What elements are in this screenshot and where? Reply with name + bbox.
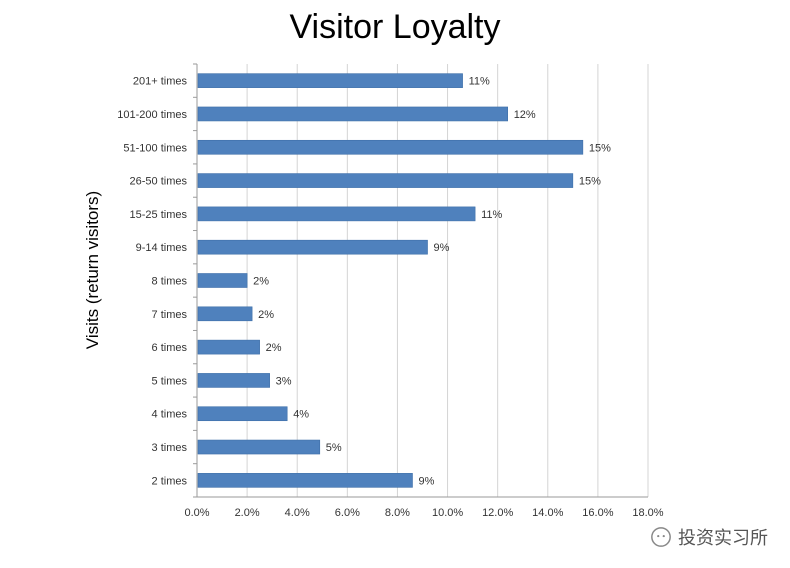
y-tick-label: 3 times xyxy=(152,442,188,454)
y-tick-label: 7 times xyxy=(152,309,188,321)
x-tick-label: 16.0% xyxy=(582,507,613,519)
bar xyxy=(197,106,508,122)
y-tick-label: 5 times xyxy=(152,375,188,387)
wechat-icon xyxy=(651,527,671,547)
data-label: 5% xyxy=(326,442,342,454)
y-tick-label: 8 times xyxy=(152,276,188,288)
x-tick-label: 4.0% xyxy=(285,507,310,519)
x-tick-label: 0.0% xyxy=(184,507,209,519)
x-tick-label: 14.0% xyxy=(532,507,563,519)
bars xyxy=(197,73,584,488)
bar xyxy=(197,173,574,188)
bar xyxy=(197,406,288,422)
data-label: 12% xyxy=(514,109,536,121)
y-tick-label: 9-14 times xyxy=(136,242,188,254)
y-tick-label: 51-100 times xyxy=(123,142,187,154)
y-tick-label: 26-50 times xyxy=(130,176,188,188)
labels: 0.0% 2.0% 4.0% 6.0% 8.0% 10.0% 12.0% 14.0% 16.0%… xyxy=(117,76,664,519)
x-tick-label: 12.0% xyxy=(482,507,513,519)
y-tick-label: 101-200 times xyxy=(117,109,187,121)
bar xyxy=(197,206,476,222)
x-tick-label: 6.0% xyxy=(335,507,360,519)
data-label: 9% xyxy=(418,475,434,487)
data-label: 15% xyxy=(589,142,611,154)
bar xyxy=(197,373,270,388)
data-label: 4% xyxy=(293,409,309,421)
data-label: 2% xyxy=(253,276,269,288)
x-tick-label: 18.0% xyxy=(632,507,663,519)
y-tick-label: 15-25 times xyxy=(130,209,188,221)
data-label: 2% xyxy=(266,342,282,354)
bar xyxy=(197,139,584,155)
x-tick-label: 10.0% xyxy=(432,507,463,519)
bar xyxy=(197,439,321,455)
data-label: 15% xyxy=(579,176,601,188)
bar xyxy=(197,273,248,288)
data-label: 9% xyxy=(434,242,450,254)
bar xyxy=(197,239,428,255)
watermark-text: 投资实习所 xyxy=(678,528,768,549)
y-tick-label: 201+ times xyxy=(133,76,188,88)
x-tick-label: 2.0% xyxy=(235,507,260,519)
data-label: 3% xyxy=(276,375,292,387)
data-label: 11% xyxy=(469,76,490,88)
y-tick-label: 4 times xyxy=(152,409,188,421)
bar xyxy=(197,339,260,355)
y-tick-label: 2 times xyxy=(152,475,188,487)
bar xyxy=(197,473,413,488)
bar xyxy=(197,306,253,322)
bar xyxy=(197,73,463,88)
data-label: 2% xyxy=(258,309,274,321)
y-tick-label: 6 times xyxy=(152,342,188,354)
x-tick-label: 8.0% xyxy=(385,507,410,519)
data-label: 11% xyxy=(481,209,502,221)
chart-title: Visitor Loyalty xyxy=(289,8,501,46)
watermark: 投资实习所 xyxy=(650,524,768,550)
y-axis-title: Visits (return visitors) xyxy=(83,191,102,349)
